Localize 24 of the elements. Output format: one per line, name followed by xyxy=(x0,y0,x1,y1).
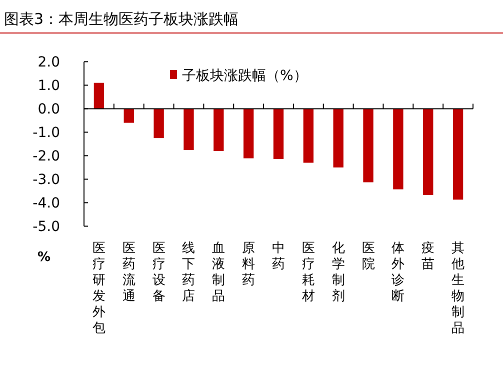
x-tick-label: 血液制品 xyxy=(212,240,226,303)
x-tick-label: 医院 xyxy=(362,240,375,271)
chart-title: 图表3：本周生物医药子板块涨跌幅 xyxy=(4,10,239,28)
y-tick-label: -3.0 xyxy=(32,172,60,188)
y-axis-title: % xyxy=(37,250,51,265)
x-tick-label: 疫苗 xyxy=(422,240,435,271)
legend-label: 子板块涨跌幅（%） xyxy=(182,68,308,84)
x-tick-label: 其他生物制品 xyxy=(452,240,465,335)
x-tick-label: 医疗研发外包 xyxy=(92,240,106,335)
x-tick-label: 医疗设备 xyxy=(152,240,166,303)
x-tick-label: 体外诊断 xyxy=(392,240,405,303)
y-tick-label: 1.0 xyxy=(38,78,60,94)
x-tick-label: 化学制剂 xyxy=(332,240,345,303)
x-tick-label: 原料药 xyxy=(242,240,256,287)
x-tick-label: 医疗耗材 xyxy=(300,240,315,303)
y-tick-label: -1.0 xyxy=(32,125,60,142)
x-tick-label: 线下药店 xyxy=(182,240,196,303)
x-tick-label: 医药流通 xyxy=(122,240,136,303)
y-tick-label: -5.0 xyxy=(32,219,60,236)
y-tick-label: -4.0 xyxy=(32,196,60,212)
x-tick-label: 中药 xyxy=(272,240,285,271)
y-tick-label: 2.0 xyxy=(38,54,60,71)
y-tick-label: 0.0 xyxy=(38,102,60,118)
y-tick-label: -2.0 xyxy=(32,148,60,165)
